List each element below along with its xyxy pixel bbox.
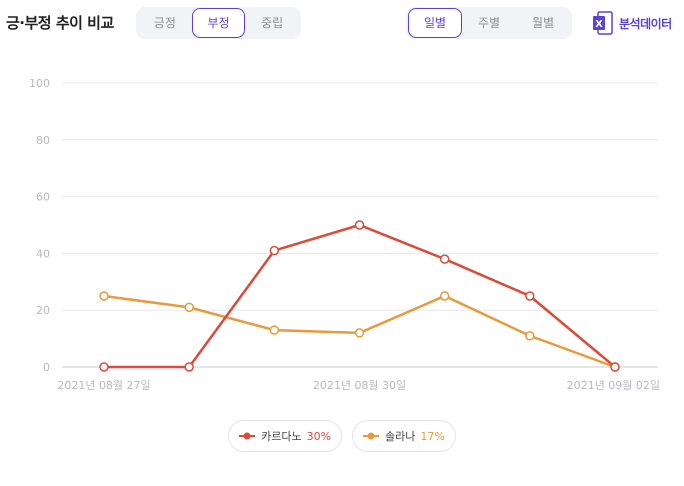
data-point[interactable] [525, 331, 535, 341]
chart-series [103, 223, 616, 369]
series-line [104, 223, 616, 369]
chart-legend: 카르다노 30% 솔라나 17% [0, 420, 684, 452]
svg-text:X: X [595, 19, 603, 30]
x-tick-label: 2021년 08월 27일 [57, 378, 150, 392]
header: 긍·부정 추이 비교 긍정 부정 중립 일별 주별 월별 X 분석데이터 [0, 0, 684, 46]
tab-negative[interactable]: 부정 [191, 8, 246, 38]
data-point[interactable] [610, 362, 620, 372]
legend-item[interactable]: 카르다노 30% [228, 420, 343, 452]
tab-daily[interactable]: 일별 [408, 8, 462, 38]
sentiment-tab-group: 긍정 부정 중립 [136, 7, 301, 39]
legend-marker-icon [239, 432, 256, 440]
tab-monthly[interactable]: 월별 [531, 16, 555, 30]
data-point[interactable] [525, 291, 535, 301]
page-title: 긍·부정 추이 비교 [6, 14, 114, 32]
data-point[interactable] [354, 220, 365, 230]
y-tick-label: 0 [43, 361, 50, 374]
x-axis: 2021년 08월 27일 2021년 08월 30일 2021년 09월 02일 [57, 378, 660, 392]
x-tick-label: 2021년 08월 30일 [313, 378, 406, 392]
y-tick-label: 60 [36, 191, 50, 204]
period-tab-group: 일별 주별 월별 [406, 7, 572, 39]
analysis-data-button[interactable]: X 분석데이터 [592, 10, 672, 36]
y-axis: 0 20 40 60 80 100 [29, 77, 50, 374]
excel-icon: X [593, 11, 613, 35]
tab-weekly[interactable]: 주별 [477, 16, 501, 30]
y-tick-label: 40 [36, 247, 50, 260]
data-point[interactable] [99, 291, 109, 301]
data-point[interactable] [269, 245, 280, 256]
legend-share: 17% [420, 429, 445, 443]
y-tick-label: 80 [36, 134, 50, 147]
data-point[interactable] [184, 362, 194, 372]
legend-series-name: 솔라나 [385, 430, 416, 443]
data-point[interactable] [99, 362, 109, 372]
data-point[interactable] [184, 302, 194, 313]
data-point[interactable] [354, 328, 365, 338]
data-point[interactable] [439, 254, 450, 264]
x-tick-label: 2021년 09월 02일 [567, 378, 660, 392]
y-tick-label: 100 [29, 77, 50, 90]
data-point[interactable] [439, 291, 450, 301]
analysis-data-label: 분석데이터 [619, 16, 672, 31]
chart-points [99, 220, 620, 372]
data-point[interactable] [269, 325, 280, 335]
tab-neutral[interactable]: 중립 [261, 16, 284, 30]
legend-item[interactable]: 솔라나 17% [352, 420, 456, 452]
legend-share: 30% [306, 429, 332, 443]
y-tick-label: 20 [36, 304, 50, 317]
tab-positive[interactable]: 긍정 [153, 16, 176, 30]
legend-series-name: 카르다노 [261, 430, 302, 443]
legend-marker-icon [363, 432, 380, 440]
